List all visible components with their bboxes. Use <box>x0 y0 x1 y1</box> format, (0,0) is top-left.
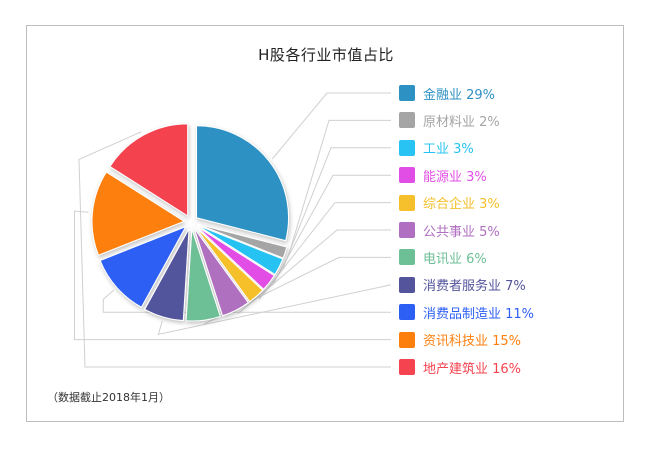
leader-line-3 <box>282 147 391 269</box>
legend-label: 工业 3% <box>423 142 474 158</box>
pie-slice-9 <box>99 225 187 308</box>
legend-swatch <box>399 249 415 266</box>
legend-label: 金融业 29% <box>423 87 496 103</box>
legend-swatch <box>399 304 415 321</box>
legend-swatch <box>399 112 415 129</box>
legend-swatch <box>399 222 415 238</box>
legend-swatch <box>399 139 415 156</box>
pie-slice-10 <box>91 171 186 256</box>
pie-slice-11 <box>109 123 189 217</box>
legend-label: 原材料业 2% <box>423 114 500 130</box>
legend-item: 金融业 29% <box>399 84 496 103</box>
legend-label: 能源业 3% <box>423 169 487 185</box>
legend-label: 综合企业 3% <box>423 197 500 213</box>
pie-slice-4 <box>196 225 275 290</box>
legend-item: 消费者服务业 7% <box>399 276 526 294</box>
pie-slice-3 <box>196 224 284 276</box>
legend-label: 消费者服务业 7% <box>423 279 526 295</box>
legend-swatch <box>399 331 415 348</box>
leader-line-7 <box>203 256 391 325</box>
pie-chart <box>74 92 392 368</box>
legend-item: 地产建筑业 16% <box>399 358 522 377</box>
leader-line-4 <box>271 174 391 286</box>
legend-label: 电讯业 6% <box>423 251 487 267</box>
pie-slice-6 <box>193 227 249 317</box>
leader-line-9 <box>102 289 391 313</box>
legend-label: 公共事业 5% <box>423 224 500 240</box>
pie-slice-7 <box>185 228 221 322</box>
legend-item: 工业 3% <box>399 139 474 157</box>
legend-label: 资讯科技业 15% <box>423 334 522 350</box>
pie-slice-1 <box>196 125 290 242</box>
legend-label: 地产建筑业 16% <box>423 361 522 377</box>
legend-swatch <box>399 359 415 375</box>
legend-item: 公共事业 5% <box>399 221 500 240</box>
legend-item: 综合企业 3% <box>399 194 500 212</box>
chart-frame: H股各行业市值占比 金融业 29% 原材料业 2% 工业 3% 能源业 3% 综合企业 … <box>26 25 624 422</box>
pie-slice-8 <box>144 228 190 322</box>
leader-line-11 <box>78 131 391 368</box>
leader-line-1 <box>272 92 391 160</box>
leader-line-2 <box>288 119 391 254</box>
legend-swatch <box>399 194 415 211</box>
pie-slice-5 <box>195 226 264 303</box>
legend-swatch <box>399 276 415 293</box>
legend-swatch <box>399 167 415 184</box>
leader-line-10 <box>74 210 391 341</box>
legend-swatch <box>399 85 415 101</box>
chart-title: H股各行业市值占比 <box>258 46 394 64</box>
legend-item: 电讯业 6% <box>399 248 487 267</box>
leader-line-8 <box>157 284 392 336</box>
leader-line-5 <box>258 202 391 300</box>
legend-item: 原材料业 2% <box>399 111 500 130</box>
legend-label: 消费品制造业 11% <box>423 306 535 322</box>
legend-item: 资讯科技业 15% <box>399 331 521 349</box>
pie-slice-2 <box>197 223 288 259</box>
leader-line-6 <box>237 229 391 315</box>
legend-item: 能源业 3% <box>399 166 487 185</box>
legend-item: 消费品制造业 11% <box>399 303 535 322</box>
data-date-note: （数据截止2018年1月） <box>47 391 170 404</box>
